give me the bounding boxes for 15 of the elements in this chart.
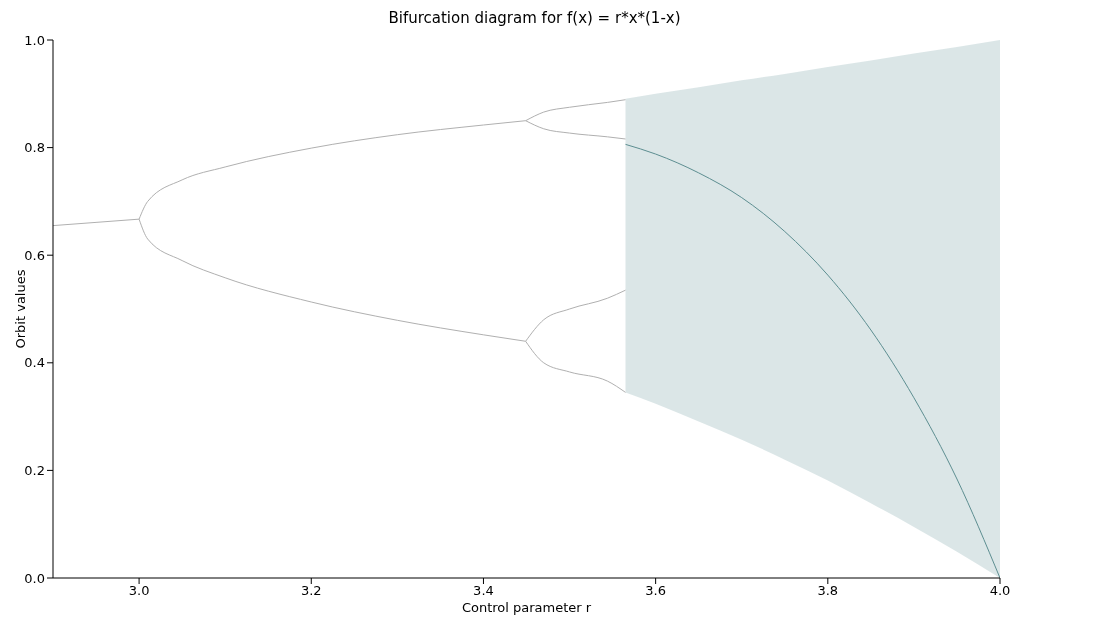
x-tick-label: 3.4 [473, 583, 494, 599]
y-tick-label: 0.2 [24, 463, 45, 479]
y-tick-label: 0.0 [24, 570, 45, 586]
x-tick-label: 4.0 [989, 583, 1011, 599]
x-tick-label: 3.0 [128, 583, 150, 599]
y-axis-title: Orbit values [12, 269, 28, 349]
x-axis-title: Control parameter r [461, 600, 592, 615]
x-tick-label: 3.8 [817, 583, 839, 599]
y-tick-label: 0.4 [24, 355, 45, 371]
y-tick-label: 0.6 [24, 247, 45, 263]
y-tick-label: 0.8 [24, 140, 45, 156]
x-tick-label: 3.2 [300, 583, 322, 599]
x-tick-label: 3.6 [645, 583, 666, 599]
y-tick-label: 1.0 [24, 32, 45, 48]
chart-title: Bifurcation diagram for f(x) = r*x*(1-x) [388, 9, 681, 27]
